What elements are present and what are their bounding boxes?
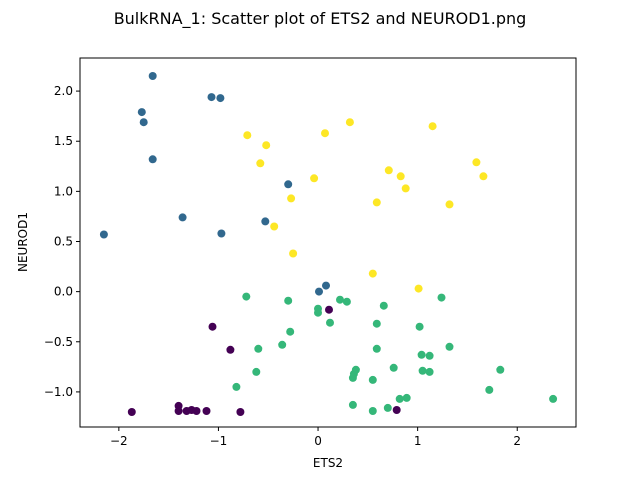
data-point-s1-0 <box>99 230 108 239</box>
x-tick-label: 2 <box>513 434 521 448</box>
data-point-s3-17 <box>472 158 481 167</box>
data-point-s3-10 <box>372 198 381 207</box>
data-point-s2-10 <box>336 295 344 304</box>
data-point-s1-7 <box>216 94 225 103</box>
data-point-s2-8 <box>314 308 322 317</box>
data-point-s3-9 <box>368 269 377 278</box>
data-point-s2-27 <box>418 366 427 375</box>
data-point-s0-2 <box>174 407 183 415</box>
data-point-s3-2 <box>262 141 271 150</box>
data-point-s1-1 <box>137 108 146 117</box>
data-point-s2-21 <box>383 403 392 412</box>
x-tick-label: 0 <box>314 434 322 448</box>
data-point-s2-6 <box>286 327 295 336</box>
y-tick-label: −1.0 <box>44 385 73 399</box>
y-tick-label: 1.0 <box>54 184 73 198</box>
data-point-s0-6 <box>202 407 211 415</box>
data-point-s2-2 <box>254 344 263 353</box>
y-tick-label: −0.5 <box>44 335 73 349</box>
data-point-s2-29 <box>425 367 434 376</box>
data-point-s3-6 <box>310 174 319 183</box>
x-tick-label: −2 <box>110 434 128 448</box>
data-point-s0-7 <box>208 322 217 331</box>
data-point-s3-18 <box>479 172 488 181</box>
data-point-s1-10 <box>284 180 293 189</box>
data-point-s1-11 <box>315 287 323 296</box>
data-point-s2-17 <box>372 319 381 328</box>
data-point-s2-28 <box>425 351 434 360</box>
data-point-s2-23 <box>395 394 404 403</box>
data-point-s2-32 <box>485 385 494 394</box>
data-point-s3-4 <box>287 194 296 203</box>
data-point-s2-22 <box>389 363 398 372</box>
data-point-s3-11 <box>384 166 393 175</box>
data-point-s1-6 <box>207 93 216 102</box>
x-tick-label: −1 <box>210 434 228 448</box>
data-point-s2-20 <box>379 301 388 310</box>
plot-frame <box>79 57 577 428</box>
data-point-s2-15 <box>348 400 357 409</box>
data-point-s2-31 <box>445 342 454 351</box>
y-tick-label: 0.0 <box>54 285 73 299</box>
data-point-s3-15 <box>428 122 437 131</box>
y-tick-label: 1.5 <box>54 134 73 148</box>
data-point-s0-9 <box>236 408 245 416</box>
data-point-s2-14 <box>351 365 360 374</box>
data-point-s0-5 <box>192 407 201 415</box>
data-point-s2-9 <box>326 318 334 327</box>
data-point-s3-13 <box>401 184 410 193</box>
data-point-s2-11 <box>342 297 351 306</box>
data-point-s2-0 <box>232 382 241 391</box>
data-point-s1-2 <box>139 118 148 127</box>
data-point-s0-8 <box>226 345 235 354</box>
data-point-s2-4 <box>278 340 287 349</box>
data-point-s1-5 <box>178 213 187 222</box>
y-tick-label: 2.0 <box>54 84 73 98</box>
data-point-s2-16 <box>368 375 377 384</box>
data-point-s2-30 <box>437 293 446 302</box>
data-point-s2-24 <box>402 393 411 402</box>
data-point-s2-19 <box>368 407 377 415</box>
data-point-s3-12 <box>396 172 405 181</box>
data-point-s0-10 <box>325 305 333 314</box>
data-point-s2-34 <box>549 394 558 403</box>
y-tick-label: 0.5 <box>54 234 73 248</box>
data-point-s3-16 <box>445 200 454 209</box>
data-point-s0-11 <box>392 406 401 414</box>
data-point-s1-12 <box>322 281 330 290</box>
data-point-s3-8 <box>345 118 354 127</box>
data-point-s1-9 <box>261 217 270 226</box>
data-point-s2-33 <box>496 365 505 374</box>
data-point-s2-26 <box>417 350 426 359</box>
data-point-s2-25 <box>415 322 424 331</box>
ticks-layer: −2 −1 0 1 2 −1.0 −0.5 0.0 0.5 1.0 1.5 2.0 <box>44 84 521 448</box>
x-tick-label: 1 <box>414 434 422 448</box>
data-point-s2-5 <box>284 296 293 305</box>
data-point-s1-3 <box>148 72 157 80</box>
data-point-s2-18 <box>372 344 381 353</box>
x-axis-label: ETS2 <box>313 456 343 470</box>
data-point-s3-7 <box>321 129 329 138</box>
points-layer <box>99 72 558 416</box>
data-point-s2-1 <box>242 292 251 301</box>
data-point-s3-1 <box>256 159 265 168</box>
plot-area <box>80 58 576 427</box>
data-point-s2-3 <box>252 367 261 376</box>
data-point-s3-5 <box>289 249 298 258</box>
data-point-s3-14 <box>414 284 423 293</box>
data-point-s3-3 <box>270 222 279 231</box>
data-point-s0-0 <box>127 408 136 416</box>
data-point-s3-0 <box>243 131 252 140</box>
y-axis-label: NEUROD1 <box>16 212 30 272</box>
data-point-s1-4 <box>148 155 157 164</box>
data-point-s1-8 <box>217 229 226 238</box>
chart-title: BulkRNA_1: Scatter plot of ETS2 and NEUR… <box>114 9 527 29</box>
